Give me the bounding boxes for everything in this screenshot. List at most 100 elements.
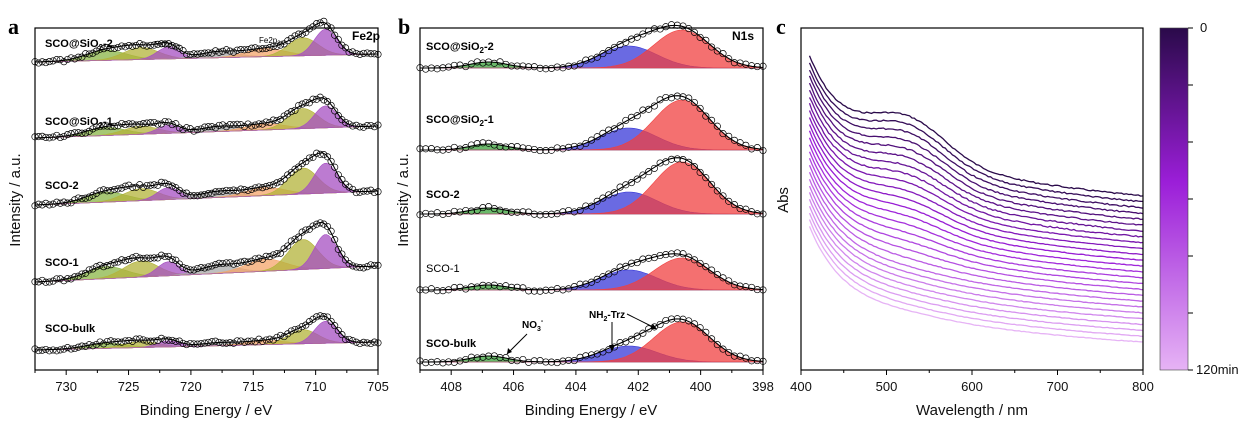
anno-nh2trz: NH2-Trz xyxy=(589,310,625,323)
data-point xyxy=(233,120,241,128)
data-point xyxy=(190,340,198,348)
data-point xyxy=(74,272,82,280)
colorbar-ticks xyxy=(1188,27,1193,371)
data-point xyxy=(439,210,447,218)
data-point xyxy=(45,58,53,66)
data-point xyxy=(713,271,721,279)
absorbance-series xyxy=(808,75,1144,215)
data-point xyxy=(427,358,435,366)
data-point xyxy=(587,351,596,359)
data-point xyxy=(530,287,538,295)
data-point xyxy=(507,62,516,70)
data-point xyxy=(725,132,733,140)
data-point xyxy=(233,337,241,345)
data-point xyxy=(565,356,573,364)
data-point xyxy=(507,356,516,364)
absorbance-series xyxy=(808,97,1144,233)
data-point xyxy=(352,121,360,129)
absorbance-series xyxy=(808,151,1143,279)
data-point xyxy=(456,357,464,365)
data-point xyxy=(479,281,487,289)
data-point xyxy=(645,254,653,262)
data-point xyxy=(753,63,761,71)
data-point xyxy=(479,59,487,67)
data-point xyxy=(593,53,601,61)
data-point xyxy=(38,276,46,284)
data-point xyxy=(38,58,46,66)
data-point xyxy=(422,209,430,217)
data-point xyxy=(100,186,108,194)
spectrum-4 xyxy=(416,249,767,295)
data-point xyxy=(266,118,274,127)
data-point xyxy=(496,354,504,362)
data-point xyxy=(128,120,137,128)
data-point xyxy=(139,254,147,262)
sample-label: SCO@SiO2-1 xyxy=(426,114,494,128)
data-point xyxy=(309,315,317,323)
data-point xyxy=(190,266,198,274)
data-point xyxy=(291,325,299,334)
data-point xyxy=(627,259,636,267)
data-point xyxy=(150,41,158,49)
data-point xyxy=(284,330,292,338)
data-point xyxy=(593,133,601,141)
fit-envelope xyxy=(420,253,764,291)
data-point xyxy=(204,49,212,57)
data-point xyxy=(81,129,90,137)
absorbance-series xyxy=(808,219,1143,337)
data-point xyxy=(507,143,516,151)
data-point xyxy=(204,263,212,271)
data-point xyxy=(161,179,169,187)
data-point xyxy=(708,266,716,274)
data-point xyxy=(175,186,183,194)
data-point xyxy=(201,49,209,57)
data-point xyxy=(100,340,108,348)
data-point xyxy=(298,100,306,108)
data-point xyxy=(742,141,750,149)
data-point xyxy=(255,183,263,191)
data-point xyxy=(536,287,544,295)
data-point xyxy=(219,187,227,195)
data-point xyxy=(143,119,151,127)
data-point xyxy=(60,198,68,206)
data-point xyxy=(269,42,277,50)
panel-b-plot xyxy=(416,21,767,367)
data-point xyxy=(71,344,79,353)
data-point xyxy=(237,258,245,266)
data-point xyxy=(467,283,475,291)
data-point xyxy=(240,257,248,265)
data-point xyxy=(150,181,158,189)
data-point xyxy=(427,285,435,293)
data-point xyxy=(215,338,223,346)
data-point xyxy=(110,338,118,346)
data-point xyxy=(128,183,137,191)
data-point xyxy=(295,233,303,241)
data-point xyxy=(467,207,475,215)
data-point xyxy=(42,133,50,141)
data-point xyxy=(667,155,676,163)
data-point xyxy=(725,348,733,357)
absorbance-series xyxy=(808,137,1144,267)
data-point xyxy=(316,312,324,320)
data-point xyxy=(45,347,53,355)
absorbance-series xyxy=(808,124,1144,256)
data-point xyxy=(559,64,567,72)
data-point xyxy=(262,118,270,126)
data-point xyxy=(639,106,647,114)
data-point xyxy=(114,258,122,266)
data-point xyxy=(320,220,328,228)
data-point xyxy=(622,116,630,124)
absorbance-series xyxy=(808,117,1144,250)
data-point xyxy=(157,40,165,48)
data-point xyxy=(291,235,299,243)
data-point xyxy=(53,56,61,64)
data-point xyxy=(473,354,481,362)
data-point xyxy=(587,136,596,144)
data-point xyxy=(204,123,212,131)
data-point xyxy=(161,336,169,344)
data-point xyxy=(211,337,220,345)
data-point xyxy=(71,273,79,281)
data-point xyxy=(237,337,245,345)
data-point xyxy=(559,208,567,216)
data-point xyxy=(165,40,173,48)
